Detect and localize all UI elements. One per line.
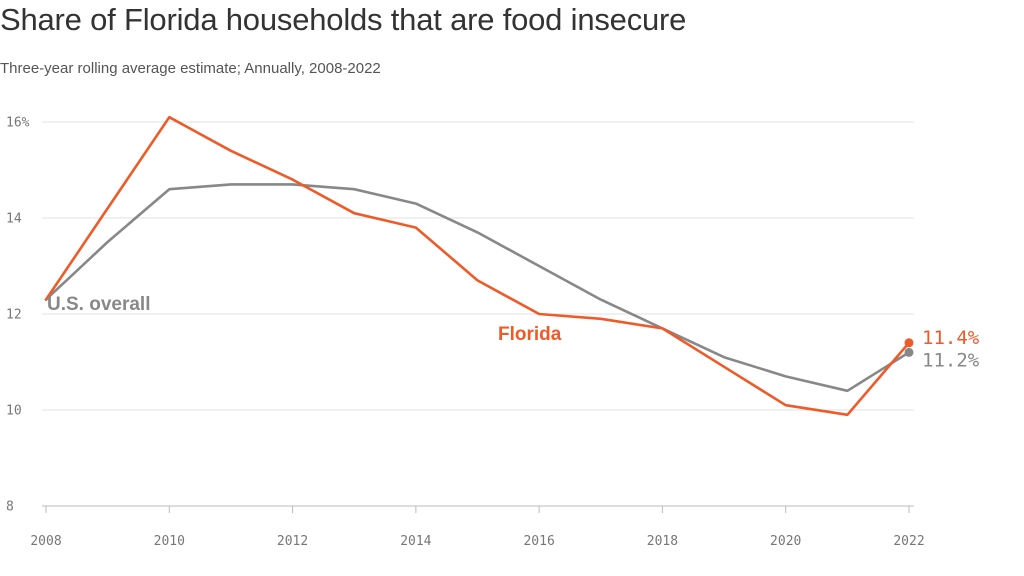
- x-axis-ticks: 2008 2010 2012 2014 2016 2018 2020 2022: [30, 506, 925, 549]
- series-line-florida: [44, 115, 911, 417]
- x-tick-label-2018: 2018: [647, 534, 678, 549]
- end-label-us-overall: 11.2%: [922, 349, 980, 371]
- series-labels: 11.4%11.2% Florida U.S. overall: [47, 294, 980, 371]
- y-tick-label-12: 12: [6, 308, 22, 323]
- x-tick-label-2020: 2020: [770, 534, 801, 549]
- chart-subtitle: Three-year rolling average estimate; Ann…: [0, 60, 381, 77]
- series-label-florida: Florida: [498, 324, 562, 345]
- y-tick-label-16: 16%: [6, 116, 30, 131]
- end-point-u-s-overall: [904, 347, 914, 357]
- x-tick-label-2022: 2022: [893, 534, 924, 549]
- x-tick-label-2008: 2008: [30, 534, 61, 549]
- x-tick-label-2012: 2012: [277, 534, 308, 549]
- series-label-us-overall: U.S. overall: [47, 294, 151, 315]
- x-tick-label-2016: 2016: [523, 534, 554, 549]
- y-tick-label-14: 14: [6, 212, 22, 227]
- series-line-u-s-overall: [44, 183, 911, 393]
- gridlines: [42, 121, 914, 507]
- y-axis-ticks: 8 10 12 14 16%: [6, 116, 30, 515]
- x-tick-label-2010: 2010: [154, 534, 185, 549]
- x-tick-label-2014: 2014: [400, 534, 431, 549]
- end-label-florida: 11.4%: [922, 327, 980, 349]
- series-lines: [44, 115, 914, 417]
- end-point-florida: [904, 338, 914, 348]
- y-tick-label-10: 10: [6, 404, 22, 419]
- chart-title: Share of Florida households that are foo…: [0, 2, 687, 37]
- y-tick-label-8: 8: [6, 500, 14, 515]
